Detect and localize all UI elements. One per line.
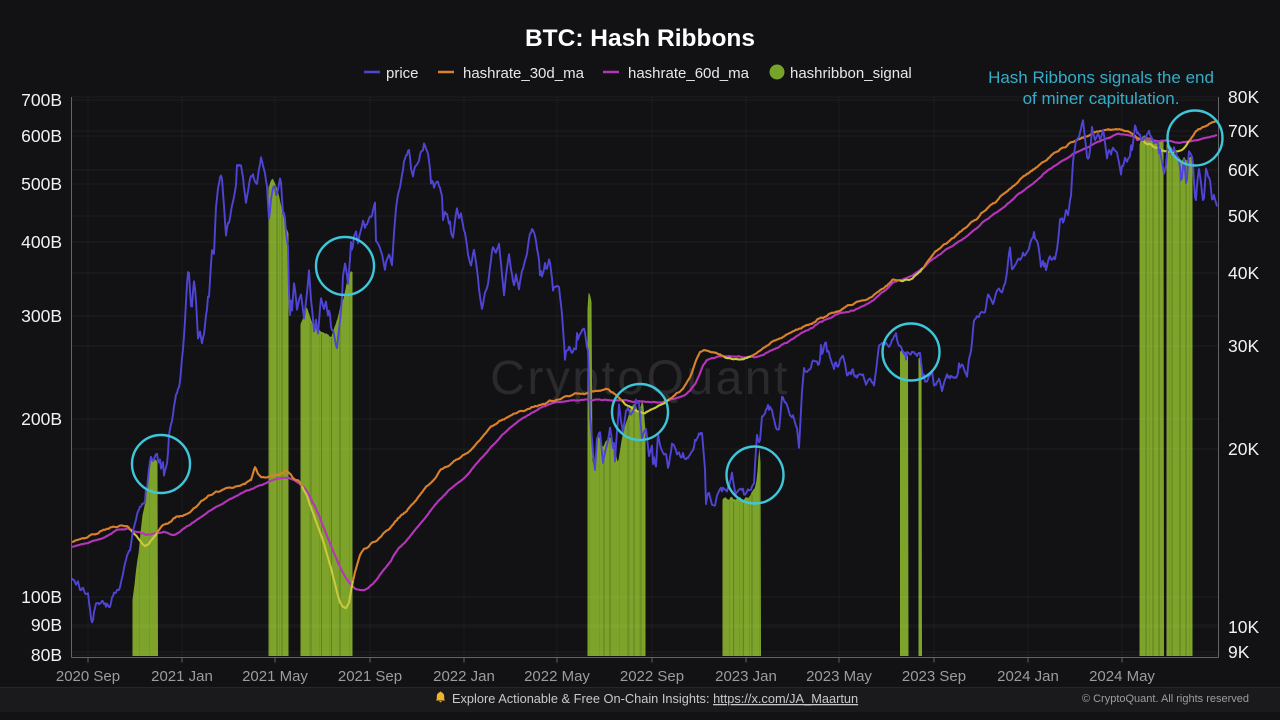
svg-text:9K: 9K	[1228, 642, 1250, 662]
svg-text:2021 May: 2021 May	[242, 668, 308, 685]
svg-text:500B: 500B	[21, 174, 62, 194]
svg-text:2022 Jan: 2022 Jan	[433, 668, 495, 685]
svg-text:80B: 80B	[31, 645, 62, 665]
svg-text:600B: 600B	[21, 126, 62, 146]
svg-text:price: price	[386, 65, 419, 82]
svg-text:of miner capitulation.: of miner capitulation.	[1023, 89, 1180, 108]
svg-text:2024 May: 2024 May	[1089, 668, 1155, 685]
svg-text:2020 Sep: 2020 Sep	[56, 668, 120, 685]
svg-text:20K: 20K	[1228, 439, 1259, 459]
svg-text:BTC: Hash Ribbons: BTC: Hash Ribbons	[525, 25, 755, 52]
svg-text:80K: 80K	[1228, 87, 1259, 107]
svg-text:50K: 50K	[1228, 206, 1259, 226]
svg-text:30K: 30K	[1228, 336, 1259, 356]
svg-text:© CryptoQuant. All rights rese: © CryptoQuant. All rights reserved	[1082, 693, 1249, 705]
svg-text:2023 Jan: 2023 Jan	[715, 668, 777, 685]
svg-text:hashrate_60d_ma: hashrate_60d_ma	[628, 65, 750, 82]
svg-text:300B: 300B	[21, 306, 62, 326]
svg-text:CryptoQuant: CryptoQuant	[490, 352, 790, 405]
svg-text:2021 Sep: 2021 Sep	[338, 668, 402, 685]
svg-text:2023 Sep: 2023 Sep	[902, 668, 966, 685]
svg-text:Explore Actionable & Free On-C: Explore Actionable & Free On-Chain Insig…	[452, 691, 858, 706]
svg-text:hashribbon_signal: hashribbon_signal	[790, 65, 912, 82]
svg-text:10K: 10K	[1228, 617, 1259, 637]
svg-text:60K: 60K	[1228, 160, 1259, 180]
svg-text:400B: 400B	[21, 232, 62, 252]
svg-text:100B: 100B	[21, 587, 62, 607]
svg-text:90B: 90B	[31, 615, 62, 635]
svg-text:200B: 200B	[21, 409, 62, 429]
svg-text:2022 May: 2022 May	[524, 668, 590, 685]
svg-text:700B: 700B	[21, 90, 62, 110]
svg-text:Hash Ribbons signals the end: Hash Ribbons signals the end	[988, 68, 1214, 87]
svg-text:2024 Jan: 2024 Jan	[997, 668, 1059, 685]
svg-text:70K: 70K	[1228, 121, 1259, 141]
svg-text:40K: 40K	[1228, 263, 1259, 283]
svg-text:2023 May: 2023 May	[806, 668, 872, 685]
svg-text:hashrate_30d_ma: hashrate_30d_ma	[463, 65, 585, 82]
svg-text:2021 Jan: 2021 Jan	[151, 668, 213, 685]
svg-text:2022 Sep: 2022 Sep	[620, 668, 684, 685]
